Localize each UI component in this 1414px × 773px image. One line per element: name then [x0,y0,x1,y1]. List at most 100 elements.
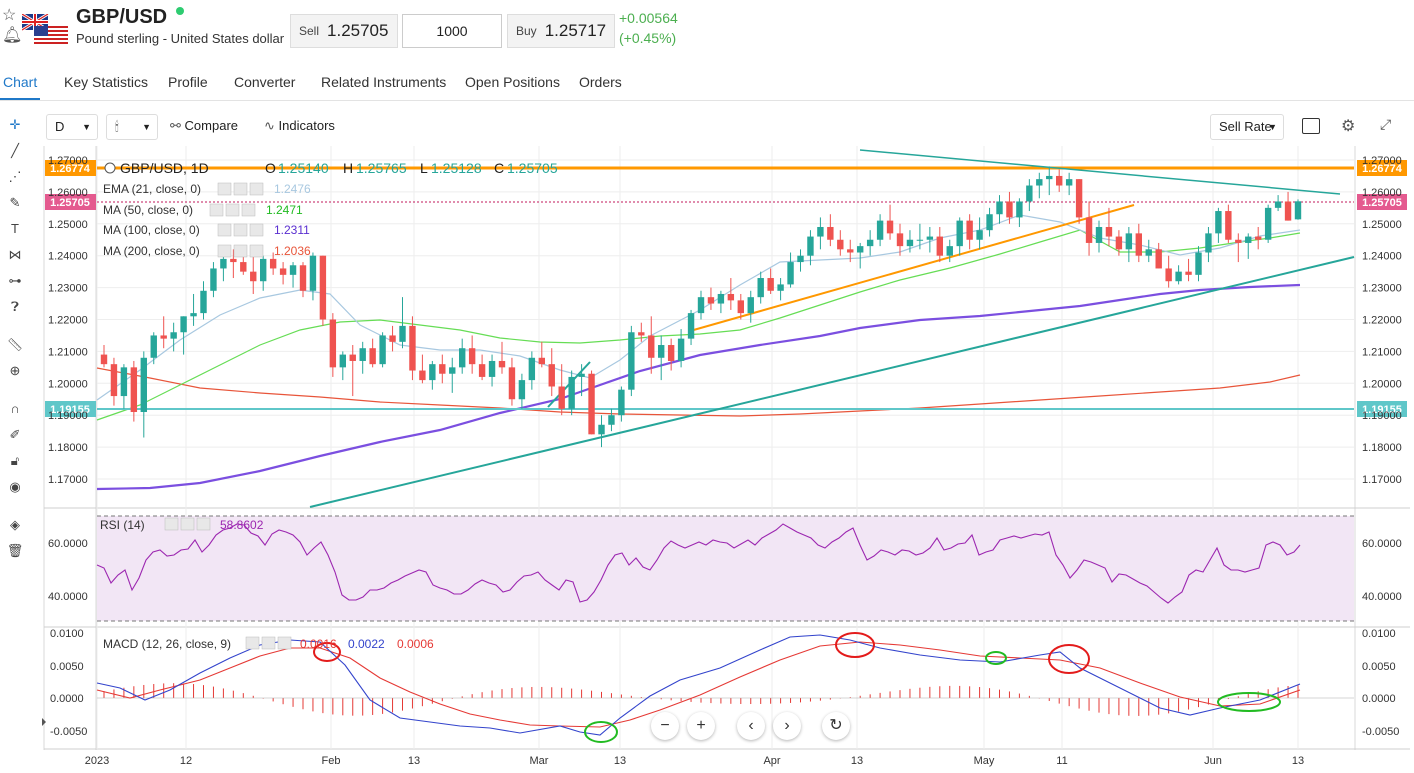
legend-collapse-icon[interactable] [104,162,116,174]
candle-body [618,389,625,416]
text-icon[interactable]: T [11,221,19,236]
close-icon[interactable] [249,223,264,237]
candle-body [1046,175,1053,180]
indicators-button[interactable]: ∿ Indicators [264,118,335,134]
tab-related-instruments[interactable]: Related Instruments [321,74,447,90]
annotation-circle-green[interactable] [1217,692,1281,712]
legend-title: GBP/USD, 1D [120,160,209,176]
gear-icon[interactable] [261,636,276,650]
interval-select[interactable]: D ▼ [46,114,98,140]
sell-button[interactable]: Sell 1.25705 [290,14,398,48]
gear-icon[interactable]: ⚙ [1341,118,1356,135]
legend-macd-v3: 0.0006 [397,637,434,651]
rsi-band [97,516,1354,621]
expand-icon[interactable]: ⤢ [1380,116,1392,132]
compare-button[interactable]: ⚯ Compare [170,118,238,134]
eye-icon[interactable] [209,203,224,217]
zoom-out-button[interactable]: − [651,712,679,740]
candle-body [379,335,386,365]
annotation-circle-red[interactable] [1048,644,1090,674]
time-axis-label: Feb [322,755,341,767]
layers-icon[interactable]: ◈ [10,517,20,532]
bell-icon[interactable]: 🔔︎ [2,27,23,44]
candle-body [886,220,894,234]
tab-orders[interactable]: Orders [579,74,622,90]
close-icon[interactable] [249,182,264,196]
fib-icon[interactable]: ⋰ [8,169,22,184]
annotation-circle-green[interactable] [985,651,1007,665]
eye-icon[interactable] [217,244,232,258]
lock-drawing-icon[interactable]: ✐ [9,427,21,442]
scroll-left-button[interactable]: ‹ [737,712,765,740]
quantity-input[interactable]: 1000 [402,14,502,48]
ruler-icon[interactable]: 📏︎ [6,337,24,352]
fullscreen-frame-icon[interactable] [1302,118,1320,134]
gear-icon[interactable] [180,517,195,531]
candle-body [976,230,983,240]
candle-body [727,293,735,301]
legend-ma100-value: 1.2311 [274,223,310,237]
svg-text:1.25705: 1.25705 [1362,197,1402,209]
chart-type-select[interactable]: 🕯︎ ▼ [106,114,158,140]
eye-icon[interactable] [217,182,232,196]
gear-icon[interactable] [233,223,248,237]
candle-body [866,239,874,247]
eye-icon[interactable] [217,223,232,237]
brush-icon[interactable]: ✎ [9,195,21,210]
close-icon[interactable] [196,517,211,531]
lock-icon[interactable]: 🔓︎ [10,453,20,468]
tab-open-positions[interactable]: Open Positions [465,74,560,90]
annotation-circle-red[interactable] [313,642,341,662]
scroll-right-button[interactable]: › [773,712,801,740]
reset-chart-button[interactable]: ↻ [822,712,850,740]
chevron-down-icon: ▼ [1268,122,1277,132]
orange-channel-line[interactable] [689,204,1135,332]
zoom-in-button[interactable]: + [687,712,715,740]
close-icon[interactable] [249,244,264,258]
eye-icon[interactable]: ◉ [9,479,21,494]
grid [96,146,1354,749]
candle-body [737,300,744,314]
legend-ema21-value: 1.2476 [274,182,311,196]
annotation-circle-red[interactable] [835,632,875,658]
trendline-icon[interactable]: ╱ [11,143,19,158]
gear-icon[interactable] [233,182,248,196]
tab-bar: Chart Key Statistics Profile Converter R… [0,68,1414,101]
tab-chart[interactable]: Chart [3,74,38,90]
collapse-panel-icon[interactable] [42,718,46,726]
buy-button[interactable]: Buy 1.25717 [507,14,615,48]
pattern-icon[interactable]: ⋈ [8,247,22,262]
trash-icon[interactable]: 🗑︎ [6,543,24,558]
candle-body [230,258,237,263]
price-axis-label-left: 1.23000 [48,283,88,295]
candle-body [1105,226,1113,237]
close-icon[interactable] [277,636,292,650]
crosshair-icon[interactable]: ✛ [9,117,21,132]
tab-key-statistics[interactable]: Key Statistics [64,74,149,90]
eye-icon[interactable] [164,517,179,531]
price-tag-orange-right: 1.26774 [1357,160,1407,176]
help-icon[interactable]: ❓︎ [11,299,19,314]
legend-macd-label: MACD (12, 26, close, 9) [103,637,231,651]
star-icon[interactable]: ☆ [2,7,17,24]
tab-profile[interactable]: Profile [168,74,208,90]
eye-icon[interactable] [245,636,260,650]
tab-converter[interactable]: Converter [234,74,296,90]
candle-body [677,338,685,361]
candle-body [1026,185,1033,202]
candle-body [936,236,943,256]
magnet-icon[interactable]: ∩ [10,401,20,416]
gear-icon[interactable] [233,244,248,258]
candle-body [568,376,575,409]
candle-body [966,220,973,240]
candle-body [339,354,346,368]
forecast-icon[interactable]: ⊶ [8,273,22,288]
gear-icon[interactable] [225,203,240,217]
rate-select[interactable]: Sell Rate ▼ [1210,114,1284,140]
annotation-circle-green[interactable] [584,721,618,743]
descending-trendline[interactable] [859,149,1341,195]
ascending-trendline[interactable] [309,256,1355,508]
close-icon[interactable] [241,203,256,217]
zoom-in-icon[interactable]: ⊕ [9,363,21,378]
